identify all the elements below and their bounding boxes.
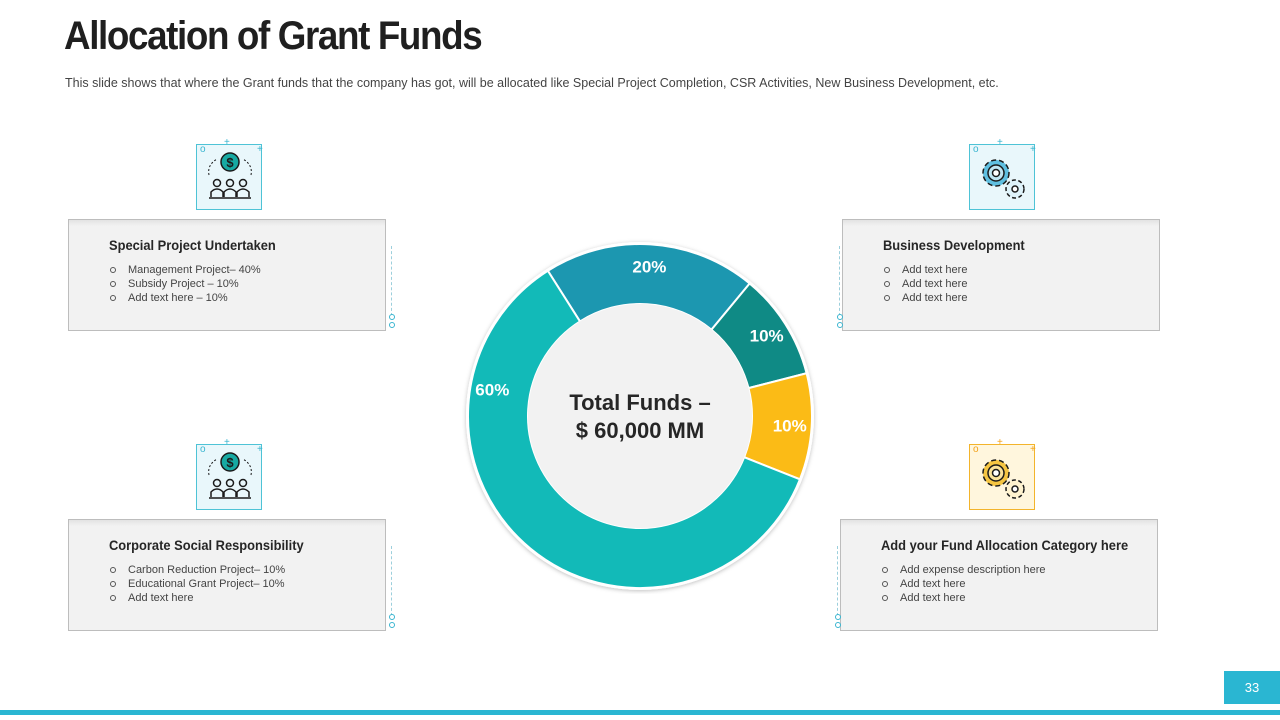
gears-icon bbox=[982, 159, 1025, 199]
connector-dot bbox=[837, 314, 843, 320]
connector-dot bbox=[389, 314, 395, 320]
slice-label: 10% bbox=[750, 327, 784, 346]
icon-box-special-project: + + o $ bbox=[196, 138, 263, 210]
card-title: Business Development bbox=[883, 237, 1025, 253]
icon-box-business-development: + + o bbox=[969, 138, 1036, 210]
list-item: Add expense description here bbox=[882, 563, 1046, 577]
icon-box-fund-category: + + o bbox=[969, 438, 1036, 510]
card-special-project: Special Project Undertaken Management Pr… bbox=[68, 219, 386, 331]
list-item: Add text here bbox=[884, 291, 967, 305]
slice-label: 10% bbox=[773, 416, 807, 435]
donut-center bbox=[528, 304, 752, 528]
money-group-icon: $ bbox=[208, 152, 252, 199]
connector-dot bbox=[389, 622, 395, 628]
card-title: Special Project Undertaken bbox=[109, 237, 276, 253]
list-item: Add text here bbox=[882, 577, 1046, 591]
list-item: Add text here bbox=[110, 591, 285, 605]
connector-dot bbox=[835, 614, 841, 620]
bottom-accent-bar bbox=[0, 710, 1280, 715]
center-label-line-1: Total Funds – bbox=[569, 390, 710, 415]
page-number: 33 bbox=[1224, 671, 1280, 704]
icon-box-csr: + + o $ bbox=[196, 438, 263, 510]
card-list: Add expense description here Add text he… bbox=[882, 563, 1046, 605]
list-item: Educational Grant Project– 10% bbox=[110, 577, 285, 591]
list-item: Management Project– 40% bbox=[110, 263, 261, 277]
gears-icon bbox=[982, 459, 1025, 499]
list-item: Carbon Reduction Project– 10% bbox=[110, 563, 285, 577]
card-fund-category: Add your Fund Allocation Category here A… bbox=[840, 519, 1158, 631]
center-label-line-2: $ 60,000 MM bbox=[576, 418, 704, 443]
connector-line bbox=[391, 246, 392, 316]
list-item: Add text here bbox=[884, 263, 967, 277]
connector-dot bbox=[835, 622, 841, 628]
list-item: Add text here – 10% bbox=[110, 291, 261, 305]
slice-label: 60% bbox=[475, 381, 509, 400]
connector-dot bbox=[389, 614, 395, 620]
card-title: Add your Fund Allocation Category here bbox=[881, 537, 1129, 553]
card-list: Carbon Reduction Project– 10% Educationa… bbox=[110, 563, 285, 605]
funds-donut-chart: Total Funds – $ 60,000 MM 20% 10% 10% 60% bbox=[466, 242, 814, 590]
svg-text:$: $ bbox=[226, 455, 234, 470]
page-title: Allocation of Grant Funds bbox=[64, 14, 483, 58]
card-list: Management Project– 40% Subsidy Project … bbox=[110, 263, 261, 305]
page-subtitle: This slide shows that where the Grant fu… bbox=[65, 76, 999, 90]
card-title: Corporate Social Responsibility bbox=[109, 537, 304, 553]
list-item: Add text here bbox=[884, 277, 967, 291]
card-list: Add text here Add text here Add text her… bbox=[884, 263, 967, 305]
connector-line bbox=[839, 246, 840, 316]
money-group-icon: $ bbox=[208, 452, 252, 499]
connector-line bbox=[837, 546, 838, 616]
card-business-development: Business Development Add text here Add t… bbox=[842, 219, 1160, 331]
connector-dot bbox=[389, 322, 395, 328]
svg-text:$: $ bbox=[226, 155, 234, 170]
list-item: Add text here bbox=[882, 591, 1046, 605]
slice-label: 20% bbox=[632, 257, 666, 276]
card-csr: Corporate Social Responsibility Carbon R… bbox=[68, 519, 386, 631]
connector-line bbox=[391, 546, 392, 616]
list-item: Subsidy Project – 10% bbox=[110, 277, 261, 291]
connector-dot bbox=[837, 322, 843, 328]
